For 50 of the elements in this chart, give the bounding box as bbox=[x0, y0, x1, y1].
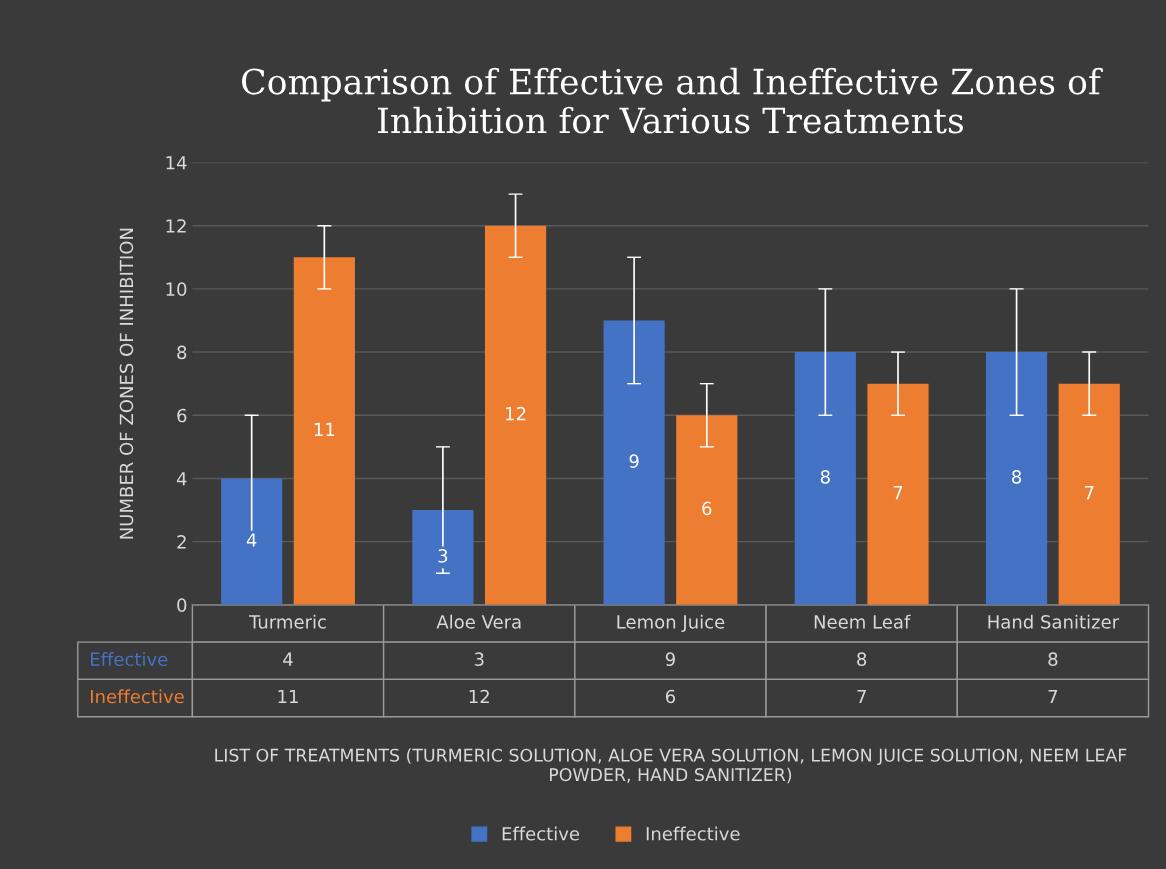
bar bbox=[603, 320, 665, 605]
bar bbox=[794, 352, 856, 605]
y-tick-label: 4 bbox=[176, 472, 187, 486]
text: 8 bbox=[857, 652, 867, 667]
text: Effective bbox=[91, 652, 168, 667]
bar bbox=[867, 383, 929, 605]
text: 7 bbox=[857, 689, 866, 704]
y-axis-title: NUMBER OF ZONES OF INHIBITION bbox=[119, 228, 134, 539]
text: 6 bbox=[665, 689, 676, 704]
data-label: 7 bbox=[893, 486, 903, 500]
data-label: 8 bbox=[1012, 470, 1022, 484]
bar bbox=[676, 415, 738, 605]
x-tick-label: Neem Leaf bbox=[814, 614, 911, 629]
text: 12 bbox=[469, 689, 489, 704]
data-label: 6 bbox=[702, 501, 712, 516]
text: 11 bbox=[278, 689, 298, 704]
data-label: 3 bbox=[438, 549, 448, 563]
data-label: 4 bbox=[246, 533, 257, 547]
text: 7 bbox=[1048, 689, 1058, 704]
y-tick-label: 12 bbox=[166, 219, 186, 233]
data-label: 11 bbox=[314, 422, 335, 437]
text: 3 bbox=[474, 652, 484, 667]
y-tick-label: 10 bbox=[166, 282, 187, 296]
data-label: 7 bbox=[1084, 486, 1094, 500]
bar bbox=[484, 225, 547, 605]
bar bbox=[412, 510, 474, 605]
y-tick-label: 0 bbox=[177, 598, 187, 612]
x-tick-label: Turmeric bbox=[248, 614, 326, 629]
x-tick-label: Lemon Juice bbox=[617, 614, 725, 633]
text: Ineffective bbox=[91, 689, 184, 704]
text: 9 bbox=[665, 652, 675, 667]
y-tick-label: 14 bbox=[166, 156, 187, 170]
text: LIST OF TREATMENTS (TURMERIC SOLUTION, ALOE VERA SOLUTION, LEMON JUICE SOLUTION, NEEM LEAF POWDER, HAND SANITIZER) bbox=[215, 748, 1127, 784]
legend-label: Ineffective bbox=[646, 826, 740, 841]
bar bbox=[985, 352, 1048, 605]
bar bbox=[293, 257, 355, 605]
text: 4 bbox=[283, 652, 293, 666]
data-label: 12 bbox=[506, 406, 526, 421]
x-tick-label: Aloe Vera bbox=[436, 614, 521, 629]
x-tick-label: Hand Sanitizer bbox=[988, 614, 1120, 629]
data-label: 8 bbox=[820, 470, 830, 484]
y-tick-label: 6 bbox=[177, 408, 187, 423]
legend-label: Effective bbox=[502, 826, 580, 841]
y-tick-label: 2 bbox=[177, 535, 186, 549]
chart-title: Comparison of Effective and Ineffective Zones of Inhibition for Various Treatments bbox=[242, 67, 1103, 134]
text: 8 bbox=[1048, 652, 1058, 667]
bar bbox=[221, 478, 283, 605]
bar bbox=[1058, 383, 1120, 605]
data-label: 9 bbox=[629, 454, 639, 468]
y-tick-label: 8 bbox=[177, 345, 187, 360]
